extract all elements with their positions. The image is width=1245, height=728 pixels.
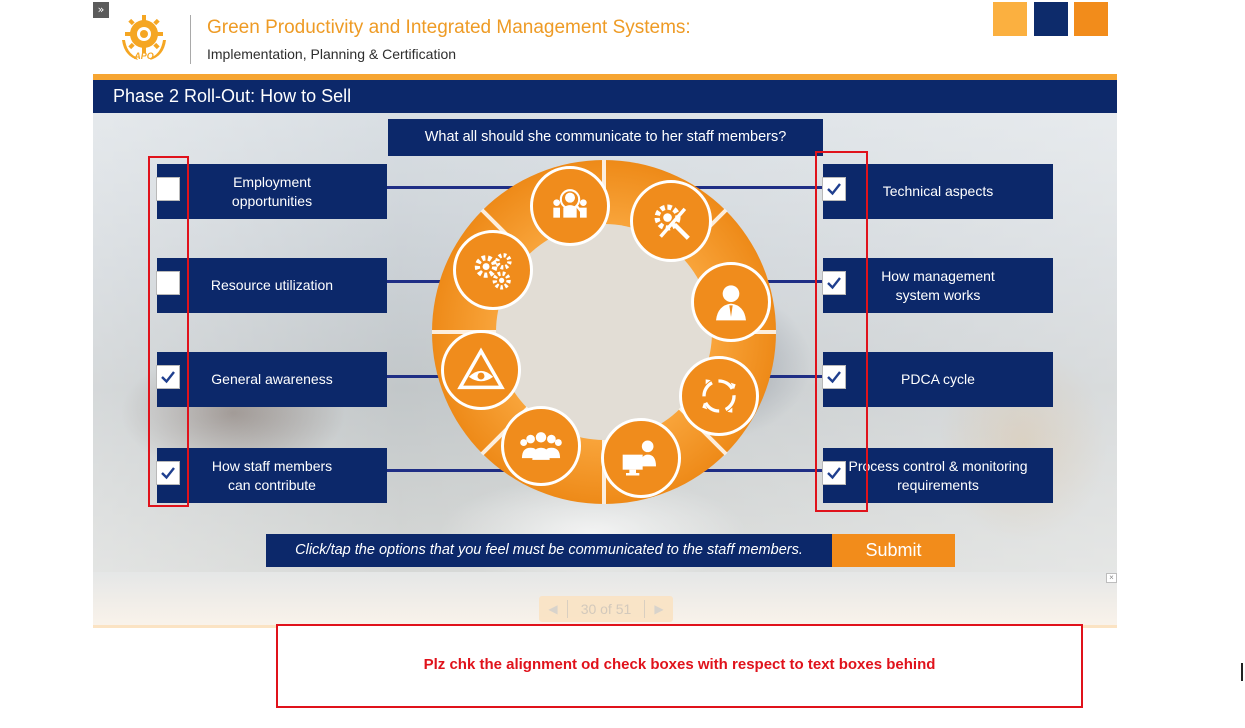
previous-slide-button[interactable]: ◀ <box>548 602 558 616</box>
option-label: Technical aspects <box>882 183 994 199</box>
review-highlight-right-checkboxes <box>815 151 868 512</box>
checkbox-pdca-cycle[interactable] <box>822 365 846 389</box>
course-title: Green Productivity and Integrated Manage… <box>207 17 691 38</box>
eye-triangle-icon <box>441 330 521 410</box>
option-label: General awareness <box>211 371 333 387</box>
checkbox-resource-utilization[interactable] <box>156 271 180 295</box>
checkbox-employment-opportunities[interactable] <box>156 177 180 201</box>
accent-square-navy <box>1034 2 1068 36</box>
accent-square-light-orange <box>993 2 1027 36</box>
option-employment-opportunities[interactable]: Employment opportunities <box>157 164 387 219</box>
review-comment-text: Plz chk the alignment od check boxes wit… <box>423 656 936 673</box>
page-counter: 30 of 51 <box>580 601 632 617</box>
submit-button[interactable]: Submit <box>832 534 955 567</box>
option-process-control-monitoring[interactable]: Process control & monitoring requirement… <box>823 448 1053 503</box>
connector-line <box>763 280 824 283</box>
phase-title: Phase 2 Roll-Out: How to Sell <box>93 80 1117 113</box>
question-banner: What all should she communicate to her s… <box>388 119 823 156</box>
instruction-text: Click/tap the options that you feel must… <box>266 534 832 567</box>
option-label: PDCA cycle <box>901 371 975 387</box>
pager-divider <box>567 600 568 618</box>
connector-line <box>387 375 447 378</box>
connector-line <box>683 469 824 472</box>
checkbox-general-awareness[interactable] <box>156 365 180 389</box>
manager-icon <box>691 262 771 342</box>
checkmark-icon <box>827 467 841 480</box>
slide-stage: What all should she communicate to her s… <box>93 113 1117 572</box>
apo-logo: APO <box>116 12 172 64</box>
checkbox-how-staff-members-can-contribute[interactable] <box>156 461 180 485</box>
accent-square-orange <box>1074 2 1108 36</box>
review-highlight-left-checkboxes <box>148 156 189 507</box>
checkmark-icon <box>827 183 841 196</box>
option-label: Employment opportunities <box>231 173 313 209</box>
checkmark-icon <box>827 277 841 290</box>
option-label: How management system works <box>881 267 995 303</box>
option-general-awareness[interactable]: General awareness <box>157 352 387 407</box>
logo-text: APO <box>134 51 154 61</box>
next-slide-button[interactable]: ▶ <box>654 602 664 616</box>
option-how-staff-members-can-contribute[interactable]: How staff members can contribute <box>157 448 387 503</box>
checkbox-process-control-monitoring[interactable] <box>822 461 846 485</box>
option-label: How staff members can contribute <box>211 457 333 493</box>
people-search-icon <box>530 166 610 246</box>
sidebar-toggle-button[interactable]: » <box>93 2 109 18</box>
checkbox-technical-aspects[interactable] <box>822 177 846 201</box>
connector-line <box>683 186 824 189</box>
review-comment-box: Plz chk the alignment od check boxes wit… <box>276 624 1083 708</box>
checkmark-icon <box>827 371 841 384</box>
header-divider <box>190 15 191 64</box>
text-cursor <box>1241 663 1243 681</box>
option-label: Process control & monitoring requirement… <box>848 457 1028 493</box>
pager-divider <box>644 600 645 618</box>
gears-icon <box>453 230 533 310</box>
connector-line <box>387 280 447 283</box>
checkbox-how-management-system-works[interactable] <box>822 271 846 295</box>
option-how-management-system-works[interactable]: How management system works <box>823 258 1053 313</box>
cycle-arrows-icon <box>679 356 759 436</box>
option-label: Resource utilization <box>210 277 334 293</box>
connector-line <box>763 375 824 378</box>
pager: ◀ 30 of 51 ▶ <box>539 596 673 622</box>
gear-tools-icon <box>630 180 712 262</box>
close-icon[interactable]: × <box>1106 573 1117 583</box>
checkmark-icon <box>161 371 175 384</box>
header-orange-rule <box>93 74 1117 80</box>
team-icon <box>501 406 581 486</box>
option-resource-utilization[interactable]: Resource utilization <box>157 258 387 313</box>
option-pdca-cycle[interactable]: PDCA cycle <box>823 352 1053 407</box>
connector-line <box>387 469 517 472</box>
connector-line <box>387 186 537 189</box>
course-subtitle: Implementation, Planning & Certification <box>207 46 457 62</box>
computer-user-icon <box>601 418 681 498</box>
checkmark-icon <box>161 467 175 480</box>
option-technical-aspects[interactable]: Technical aspects <box>823 164 1053 219</box>
